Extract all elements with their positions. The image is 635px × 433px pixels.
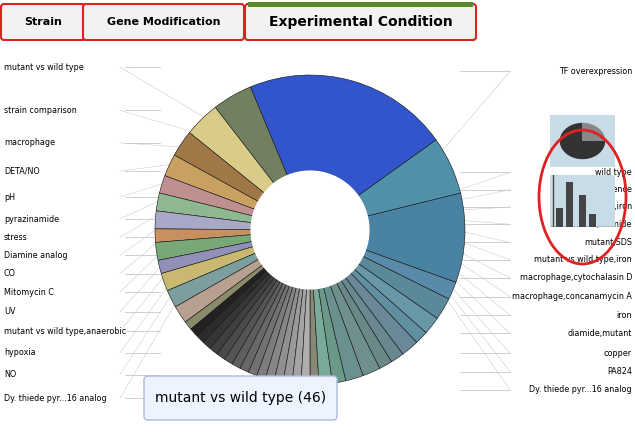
- Text: Dy. thiede pyr...16 analog: Dy. thiede pyr...16 analog: [4, 394, 107, 403]
- Wedge shape: [341, 277, 403, 362]
- Wedge shape: [168, 253, 259, 307]
- Wedge shape: [159, 176, 255, 216]
- Wedge shape: [185, 265, 265, 329]
- Text: mutant,SDS: mutant,SDS: [584, 238, 632, 247]
- Wedge shape: [351, 269, 426, 343]
- Wedge shape: [161, 246, 256, 291]
- Wedge shape: [358, 256, 449, 318]
- Text: mutant,diamide: mutant,diamide: [568, 220, 632, 229]
- Text: iron: iron: [617, 311, 632, 320]
- Text: Experimental Condition: Experimental Condition: [269, 15, 452, 29]
- Wedge shape: [337, 280, 392, 368]
- Text: pyrazinamide: pyrazinamide: [4, 215, 59, 223]
- Wedge shape: [330, 283, 380, 375]
- Wedge shape: [257, 285, 293, 378]
- Text: mutant vs wild type,iron: mutant vs wild type,iron: [535, 255, 632, 264]
- Bar: [579, 194, 586, 227]
- Wedge shape: [156, 193, 253, 223]
- Wedge shape: [301, 289, 310, 385]
- Text: copper: copper: [604, 349, 632, 358]
- Text: mutant vs wild type (46): mutant vs wild type (46): [155, 391, 326, 405]
- Wedge shape: [240, 283, 286, 372]
- Wedge shape: [292, 288, 307, 385]
- Text: CO: CO: [4, 269, 16, 278]
- FancyBboxPatch shape: [144, 376, 337, 420]
- Text: Diamine analog: Diamine analog: [4, 251, 67, 260]
- Wedge shape: [248, 284, 290, 375]
- Text: TF overexpression: TF overexpression: [559, 67, 632, 76]
- Wedge shape: [363, 250, 456, 299]
- Bar: [248, 2, 473, 7]
- Bar: [566, 181, 573, 227]
- Bar: [556, 207, 563, 227]
- Text: macrophage,concanamycin A: macrophage,concanamycin A: [512, 292, 632, 301]
- Wedge shape: [203, 273, 272, 349]
- Wedge shape: [225, 279, 281, 364]
- Wedge shape: [274, 288, 300, 383]
- Wedge shape: [175, 259, 263, 322]
- Text: UV: UV: [4, 307, 15, 316]
- Wedge shape: [314, 288, 333, 385]
- Text: hypoxia: hypoxia: [4, 349, 36, 357]
- FancyBboxPatch shape: [245, 4, 476, 40]
- Wedge shape: [354, 264, 438, 333]
- Wedge shape: [197, 270, 269, 343]
- Wedge shape: [155, 211, 251, 229]
- Text: wild type: wild type: [596, 168, 632, 177]
- Wedge shape: [358, 140, 460, 216]
- Wedge shape: [582, 123, 605, 141]
- Text: reference: reference: [593, 185, 632, 194]
- Wedge shape: [265, 286, 297, 381]
- Wedge shape: [283, 288, 303, 384]
- Wedge shape: [155, 229, 251, 242]
- Text: strain comparison: strain comparison: [4, 106, 77, 115]
- Wedge shape: [156, 235, 252, 260]
- Text: PA824: PA824: [607, 367, 632, 376]
- Circle shape: [251, 171, 369, 289]
- Wedge shape: [319, 288, 346, 383]
- Wedge shape: [210, 275, 275, 354]
- Wedge shape: [189, 107, 274, 193]
- Wedge shape: [215, 87, 288, 184]
- Text: macrophage: macrophage: [4, 139, 55, 147]
- Wedge shape: [250, 75, 436, 196]
- Bar: [589, 214, 596, 227]
- Wedge shape: [217, 277, 277, 359]
- FancyBboxPatch shape: [83, 4, 244, 40]
- Text: mutant,iron: mutant,iron: [585, 203, 632, 211]
- Wedge shape: [324, 285, 363, 381]
- Text: mutant vs wild type: mutant vs wild type: [4, 63, 84, 71]
- Wedge shape: [345, 273, 417, 354]
- Text: Gene Modification: Gene Modification: [107, 17, 220, 27]
- Wedge shape: [165, 155, 258, 210]
- Text: Dy. thiede pyr...16 analog: Dy. thiede pyr...16 analog: [530, 385, 632, 394]
- Text: Mitomycin C: Mitomycin C: [4, 288, 54, 297]
- Text: diamide,mutant: diamide,mutant: [568, 329, 632, 338]
- Wedge shape: [366, 193, 465, 282]
- Text: NO: NO: [4, 370, 17, 379]
- FancyBboxPatch shape: [1, 4, 85, 40]
- Wedge shape: [310, 289, 319, 385]
- Wedge shape: [559, 123, 605, 159]
- Text: macrophage,cytochalasin D: macrophage,cytochalasin D: [519, 274, 632, 282]
- Text: mutant vs wild type,anaerobic: mutant vs wild type,anaerobic: [4, 327, 126, 336]
- Text: Strain: Strain: [24, 17, 62, 27]
- Text: DETA/NO: DETA/NO: [4, 167, 40, 175]
- Wedge shape: [174, 132, 264, 201]
- Text: stress: stress: [4, 233, 28, 242]
- Wedge shape: [158, 242, 253, 274]
- Wedge shape: [191, 268, 267, 336]
- Text: pH: pH: [4, 193, 15, 201]
- Wedge shape: [232, 281, 283, 368]
